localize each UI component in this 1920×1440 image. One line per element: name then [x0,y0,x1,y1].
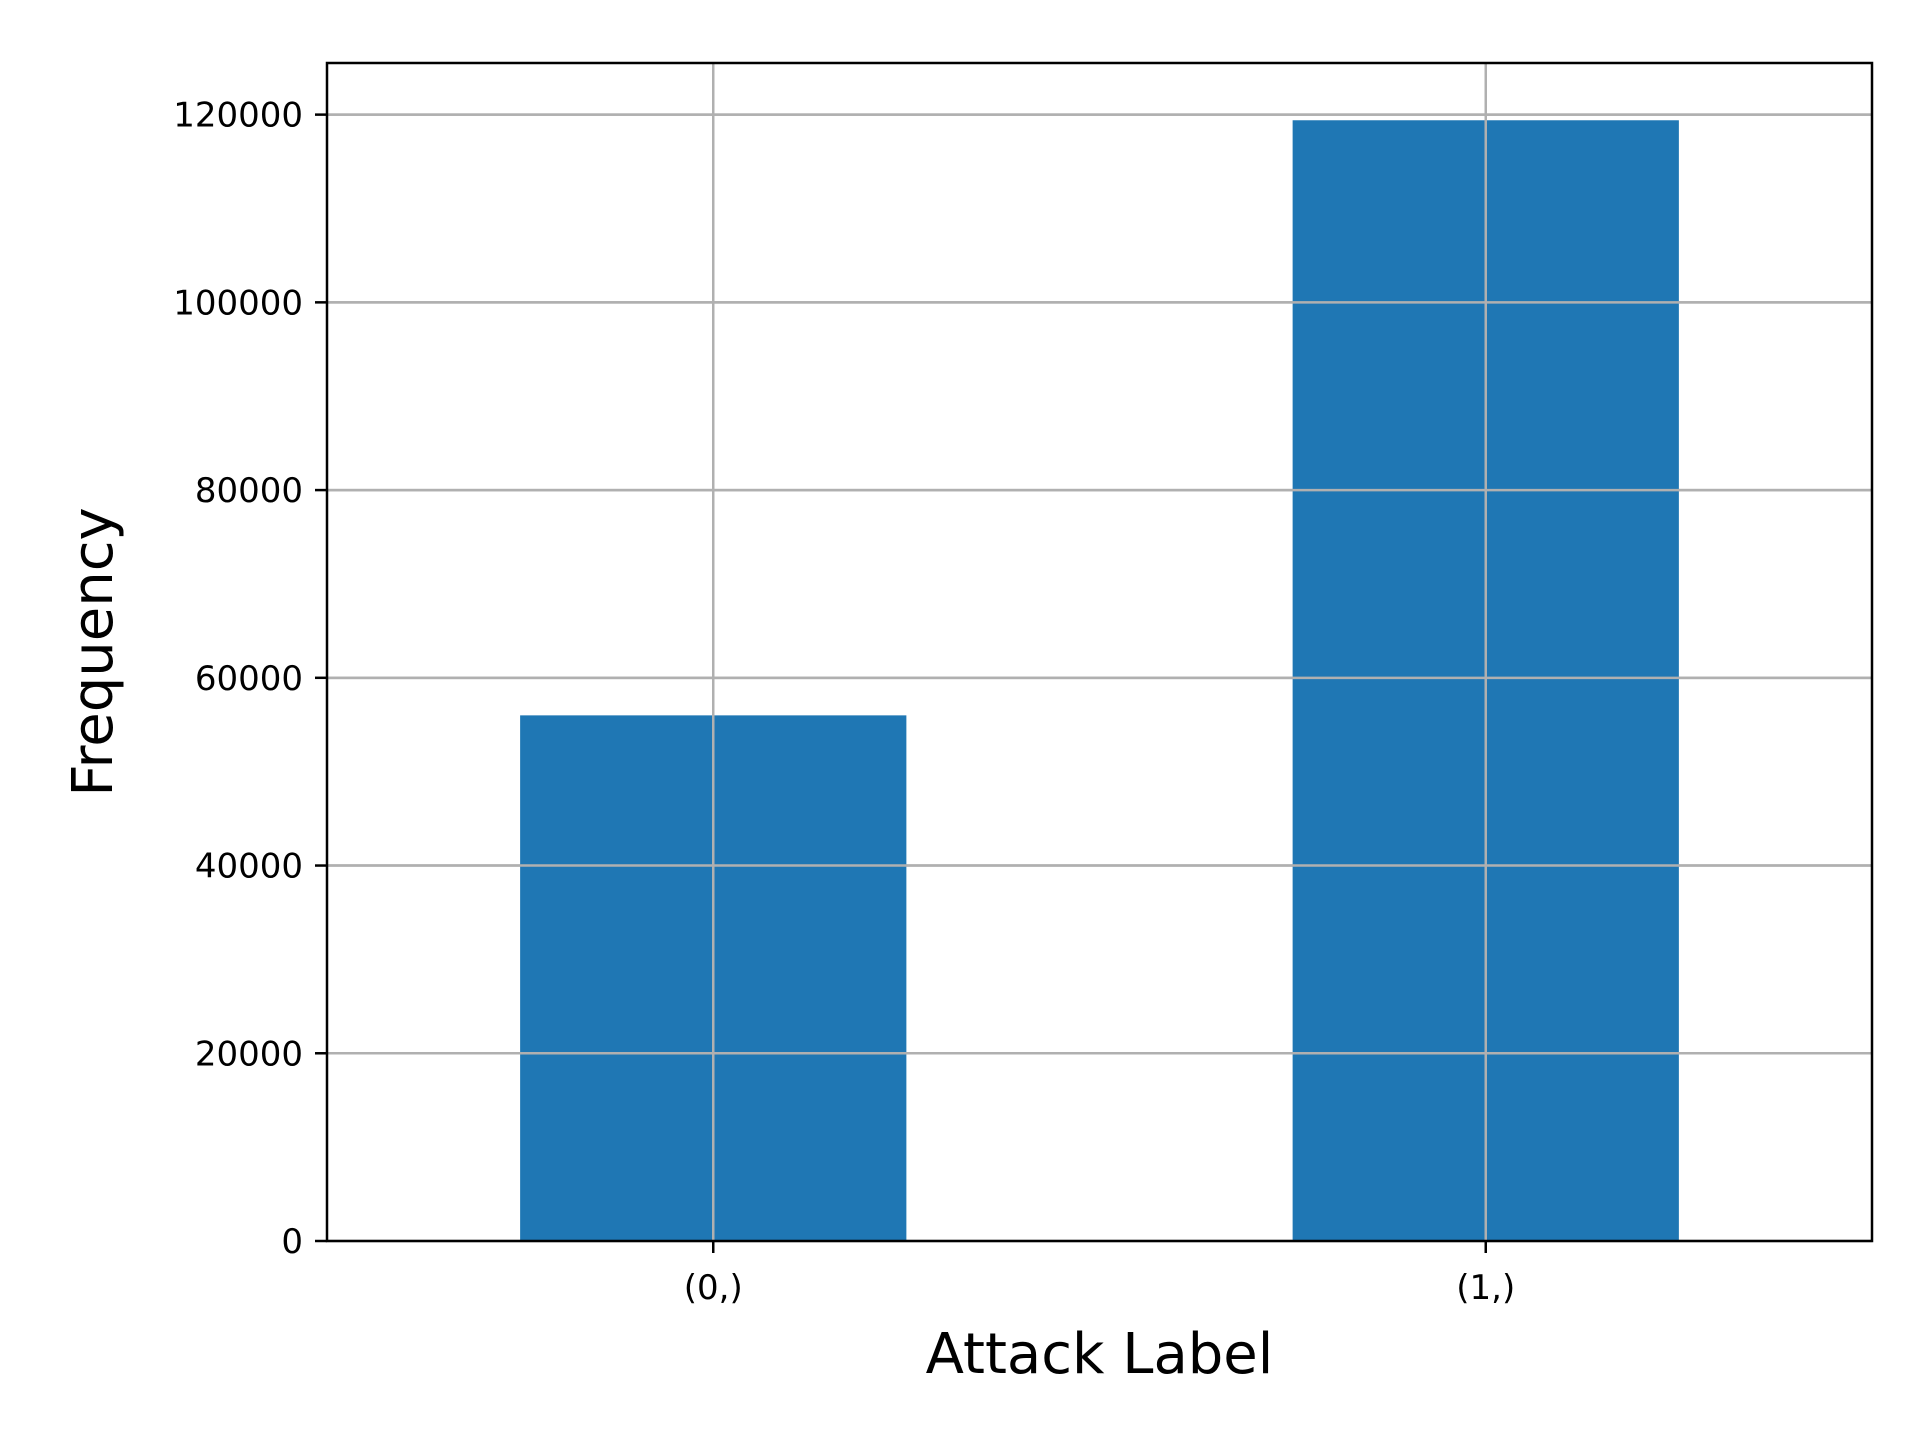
y-tick-label: 80000 [195,471,303,511]
y-tick-label: 60000 [195,659,303,699]
x-axis-label: Attack Label [926,1322,1274,1387]
axes [325,61,1874,1243]
x-tick-label: (0,) [684,1268,743,1308]
plot-frame [325,61,1874,1243]
ticks: 0 20000 40000 60000 80000 100000 120000 (0,) (1,… [173,63,1872,1308]
y-axis-label: Frequency [61,507,126,796]
y-tick-label: 0 [281,1222,303,1262]
y-tick-label: 100000 [173,283,303,323]
y-tick-label: 20000 [195,1034,303,1074]
x-tick-label: (1,) [1456,1268,1515,1308]
y-tick-label: 120000 [173,96,303,136]
y-tick-label: 40000 [195,847,303,887]
bars [520,120,1679,1242]
